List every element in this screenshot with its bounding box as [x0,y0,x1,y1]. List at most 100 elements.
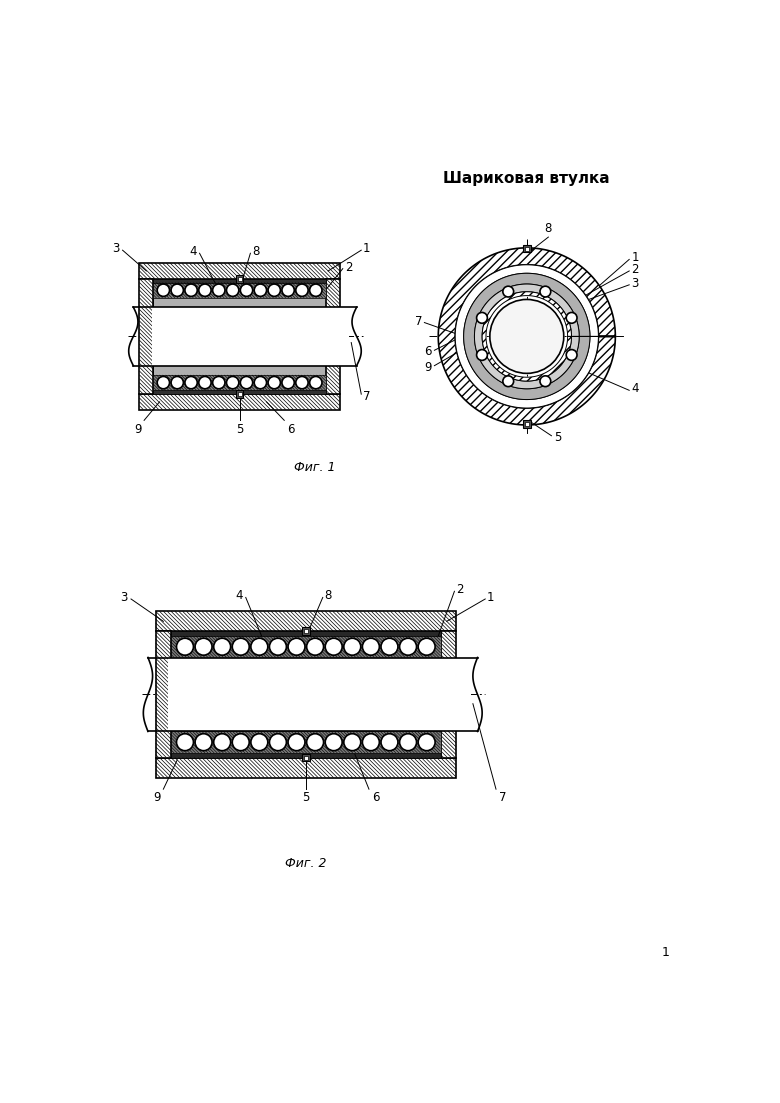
Circle shape [566,312,577,323]
Bar [171,631,441,636]
Bar [171,636,441,657]
Circle shape [381,639,398,655]
Text: 2: 2 [632,263,639,276]
Circle shape [477,350,488,361]
Circle shape [213,376,225,388]
Text: 7: 7 [363,390,370,403]
Circle shape [344,733,361,751]
Bar [140,394,340,409]
Text: 7: 7 [499,792,506,804]
Bar [140,279,154,394]
Circle shape [158,285,169,297]
Polygon shape [482,292,572,381]
Circle shape [296,285,308,297]
Text: 6: 6 [287,422,295,436]
Circle shape [363,639,379,655]
Circle shape [418,639,435,655]
Circle shape [288,733,305,751]
Text: 6: 6 [372,792,380,804]
Circle shape [176,733,193,751]
Bar [140,264,340,279]
Bar [171,631,441,758]
Circle shape [199,376,211,388]
Bar [152,307,349,366]
Bar [304,756,308,760]
Circle shape [240,376,253,388]
Bar [171,731,441,753]
Text: 3: 3 [121,591,128,604]
Circle shape [232,639,250,655]
Circle shape [325,733,342,751]
Circle shape [310,376,322,388]
Circle shape [477,312,488,323]
Circle shape [399,639,417,655]
Text: Шариковая втулка: Шариковая втулка [444,171,610,186]
Bar [154,282,326,298]
Bar [525,247,529,250]
Circle shape [296,376,308,388]
Circle shape [490,299,564,374]
Text: 2: 2 [456,583,463,597]
Circle shape [254,376,267,388]
Bar [156,758,456,778]
Circle shape [214,639,231,655]
Circle shape [251,639,268,655]
Text: 1: 1 [632,251,639,265]
Circle shape [418,733,435,751]
Circle shape [226,285,239,297]
Circle shape [254,285,267,297]
Text: 5: 5 [554,431,561,443]
Text: 4: 4 [632,383,639,395]
Circle shape [503,286,513,297]
Text: 4: 4 [235,589,243,602]
Circle shape [195,639,212,655]
Circle shape [325,639,342,655]
Polygon shape [463,274,590,399]
Text: 4: 4 [189,245,197,258]
Circle shape [195,733,212,751]
Text: 6: 6 [424,345,432,358]
Bar [168,657,470,731]
Text: 5: 5 [236,422,243,436]
Text: 8: 8 [544,222,552,235]
Circle shape [307,733,324,751]
Circle shape [268,285,280,297]
Bar [154,375,326,390]
Circle shape [540,286,551,297]
Bar [302,628,310,635]
Text: 1: 1 [661,946,669,959]
Text: 8: 8 [324,589,331,602]
Circle shape [344,639,361,655]
Bar [304,630,308,633]
Bar [326,279,340,394]
Circle shape [251,733,268,751]
Circle shape [503,376,513,387]
Circle shape [381,733,398,751]
Circle shape [282,285,294,297]
Circle shape [399,733,417,751]
Circle shape [240,285,253,297]
Bar [156,611,456,631]
Bar [525,422,529,426]
Text: 3: 3 [112,243,119,255]
Bar [238,393,242,396]
Bar [154,390,326,394]
Bar [171,753,441,758]
Circle shape [226,376,239,388]
Circle shape [171,285,183,297]
Circle shape [185,285,197,297]
Circle shape [310,285,322,297]
Text: 1: 1 [363,243,370,255]
Text: 2: 2 [345,260,353,274]
Circle shape [288,639,305,655]
Polygon shape [456,265,598,408]
Text: 3: 3 [632,277,639,290]
Bar [523,420,530,428]
Bar [441,631,456,758]
Bar [302,753,310,761]
Text: 1: 1 [487,591,495,604]
Circle shape [232,733,250,751]
Circle shape [269,639,286,655]
Circle shape [158,376,169,388]
Circle shape [540,376,551,387]
